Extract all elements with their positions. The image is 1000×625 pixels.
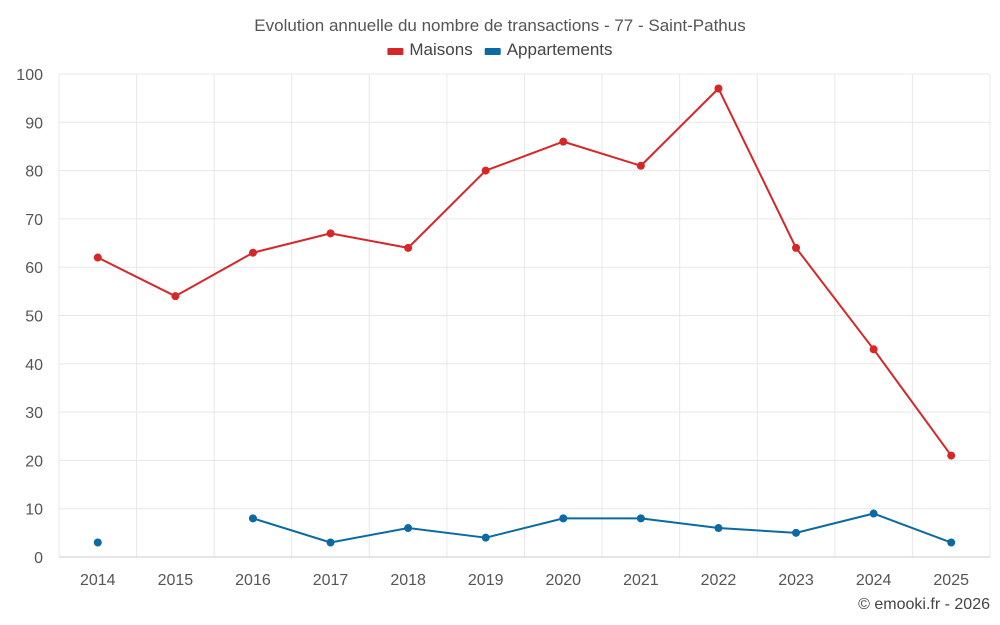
legend-item-maisons[interactable]: Maisons (387, 40, 473, 59)
data-point-maisons[interactable] (947, 451, 956, 460)
x-tick-label: 2019 (468, 572, 504, 589)
series-layer (93, 84, 956, 547)
data-point-appartements[interactable] (404, 524, 413, 533)
y-tick-label: 20 (25, 453, 43, 470)
data-point-maisons[interactable] (326, 229, 335, 238)
y-tick-label: 100 (16, 67, 43, 84)
data-point-appartements[interactable] (869, 509, 878, 518)
data-point-appartements[interactable] (481, 533, 490, 542)
series-line-maisons (97, 87, 953, 457)
x-tick-label: 2024 (856, 572, 892, 589)
y-tick-label: 60 (25, 260, 43, 277)
data-point-maisons[interactable] (171, 292, 180, 301)
data-point-appartements[interactable] (559, 514, 568, 523)
legend-label: Appartements (507, 40, 613, 59)
x-tick-label: 2018 (390, 572, 426, 589)
data-point-maisons[interactable] (869, 345, 878, 354)
x-tick-label: 2017 (313, 572, 349, 589)
data-point-maisons[interactable] (248, 248, 257, 257)
x-tick-label: 2014 (80, 572, 116, 589)
legend-label: Maisons (409, 40, 472, 59)
chart-title: Evolution annuelle du nombre de transact… (254, 16, 745, 35)
data-point-appartements[interactable] (248, 514, 257, 523)
data-point-appartements[interactable] (636, 514, 645, 523)
grid (58, 73, 991, 557)
data-point-maisons[interactable] (792, 243, 801, 252)
x-tick-label: 2022 (701, 572, 737, 589)
x-tick-label: 2025 (933, 572, 969, 589)
y-tick-label: 40 (25, 357, 43, 374)
series-line-appartements (252, 512, 952, 544)
x-tick-label: 2016 (235, 572, 271, 589)
y-tick-label: 90 (25, 115, 43, 132)
legend-item-appartements[interactable]: Appartements (484, 40, 613, 59)
x-tick-label: 2015 (158, 572, 194, 589)
legend-swatch (484, 48, 501, 55)
y-tick-label: 10 (25, 502, 43, 519)
data-point-maisons[interactable] (559, 137, 568, 146)
data-point-appartements[interactable] (714, 524, 723, 533)
legend-swatch (387, 48, 404, 55)
data-point-maisons[interactable] (714, 84, 723, 93)
y-tick-label: 30 (25, 405, 43, 422)
data-point-maisons[interactable] (404, 243, 413, 252)
y-tick-label: 50 (25, 309, 43, 326)
data-point-maisons[interactable] (636, 161, 645, 170)
data-point-maisons[interactable] (481, 166, 490, 175)
axes: 0 10 20 30 40 50 60 70 80 90 100 2014 2015 2016 2017 20… (16, 67, 990, 589)
y-tick-label: 80 (25, 164, 43, 181)
data-point-appartements[interactable] (326, 538, 335, 547)
y-tick-label: 0 (34, 550, 43, 567)
credit-text: © emooki.fr - 2026 (858, 596, 990, 613)
y-tick-label: 70 (25, 212, 43, 229)
x-tick-label: 2020 (545, 572, 581, 589)
data-point-appartements[interactable] (792, 528, 801, 537)
legend: Maisons Appartements (387, 40, 613, 59)
data-point-appartements[interactable] (93, 538, 102, 547)
x-tick-label: 2023 (778, 572, 814, 589)
data-point-maisons[interactable] (93, 253, 102, 262)
x-tick-label: 2021 (623, 572, 659, 589)
data-point-appartements[interactable] (947, 538, 956, 547)
